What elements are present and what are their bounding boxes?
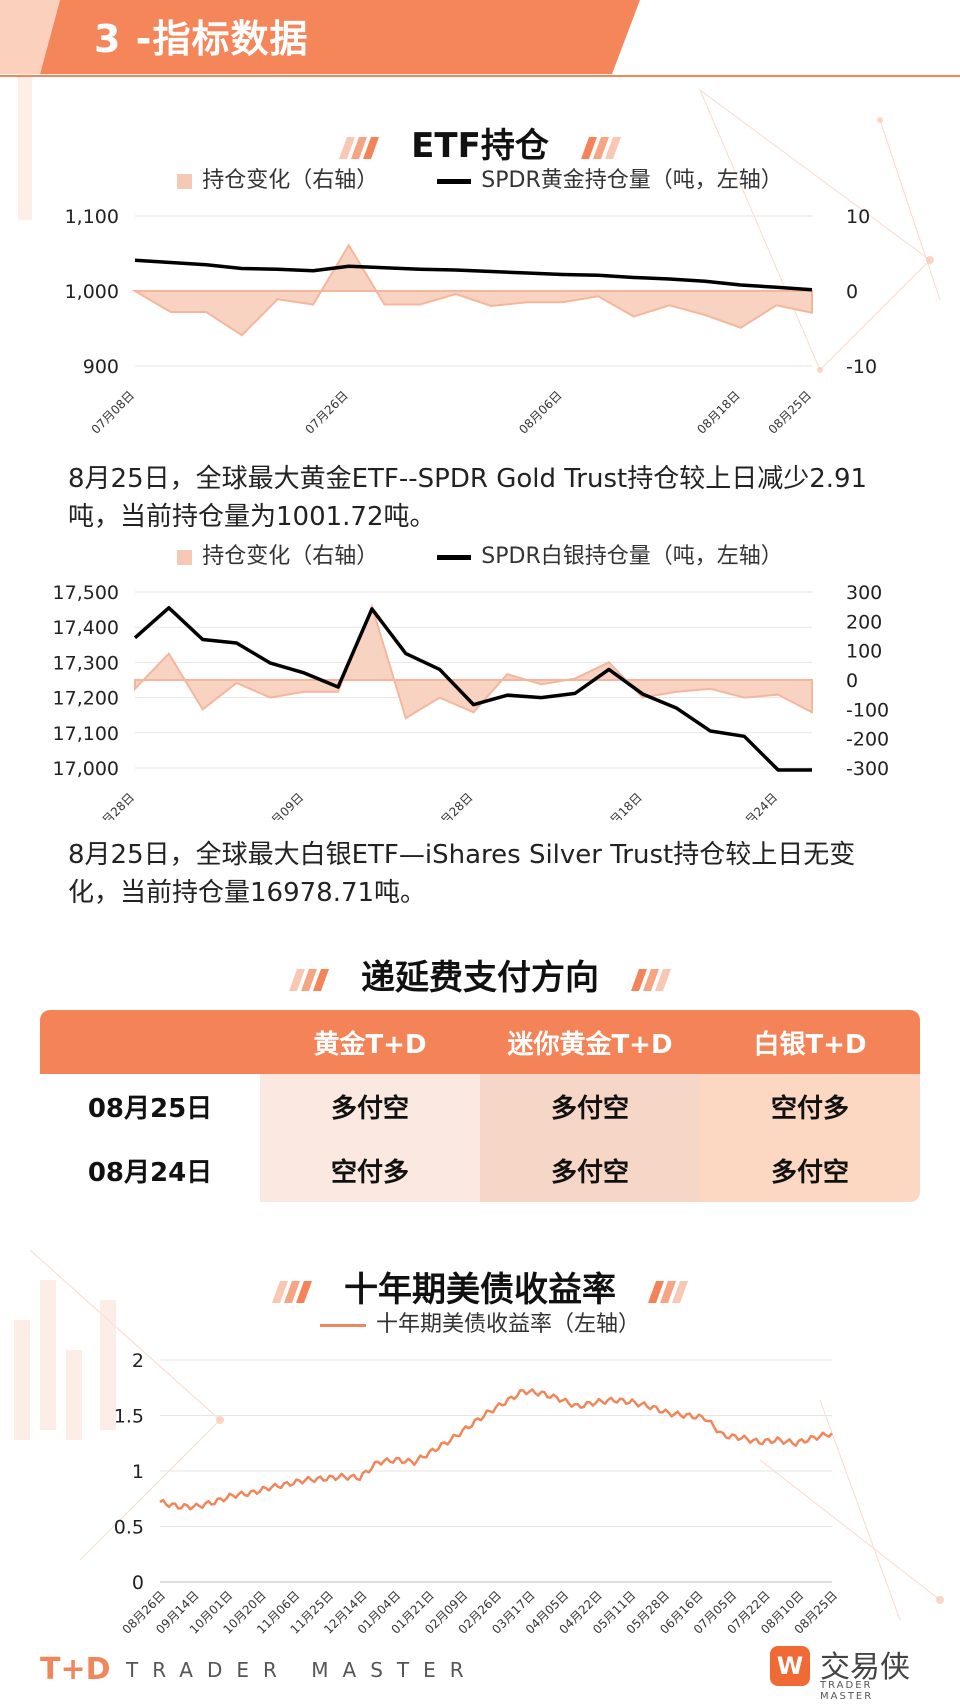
legend-swatch-line <box>319 1323 366 1327</box>
brand-name: 交易侠 <box>820 1650 910 1685</box>
table-cell: 空付多 <box>700 1074 920 1138</box>
x-tick-label: 07月26日 <box>302 388 350 436</box>
series-change-area <box>131 243 813 337</box>
series-yield-line <box>159 1388 833 1511</box>
x-tick-label: 07月28日 <box>427 790 475 820</box>
legend-label: SPDR黄金持仓量（吨，左轴） <box>481 168 783 193</box>
y-tick-left: 17,500 <box>53 582 119 604</box>
y-tick-left: 2 <box>132 1350 144 1372</box>
table-row: 08月25日 多付空 多付空 空付多 <box>40 1074 920 1138</box>
table-cell: 多付空 <box>260 1074 480 1138</box>
x-tick-label: 07月09日 <box>258 790 306 820</box>
x-tick-label: 08月18日 <box>596 790 644 820</box>
y-tick-left: 1,100 <box>65 206 119 228</box>
legend-item-holdings: SPDR黄金持仓量（吨，左轴） <box>437 162 783 194</box>
x-tick-label: 08月18日 <box>694 388 742 436</box>
decor-slash-left <box>289 960 330 1000</box>
legend-swatch-area <box>177 549 193 565</box>
section-title-bond: 十年期美债收益率 <box>0 1262 960 1312</box>
x-tick-label: 08月25日 <box>766 388 814 436</box>
y-tick-left: 1 <box>132 1461 144 1483</box>
legend-swatch-line <box>437 178 472 184</box>
y-tick-left: 17,200 <box>53 688 119 710</box>
section-title-etf: ETF持仓 <box>0 118 960 168</box>
x-tick-label: 07月08日 <box>89 388 137 436</box>
y-tick-right: -10 <box>846 356 877 378</box>
y-tick-left: 17,400 <box>53 617 119 639</box>
us10y-yield-chart: 21.510.5008月26日09月14日10月01日10月20日11月06日1… <box>114 1350 840 1636</box>
brand-icon: W <box>770 1646 810 1686</box>
gold-legend: 持仓变化（右轴） SPDR黄金持仓量（吨，左轴） <box>0 162 960 194</box>
series-change-area <box>134 603 813 720</box>
y-tick-right: 0 <box>846 281 858 303</box>
x-tick-label: 08月06日 <box>516 388 564 436</box>
header-band <box>0 0 960 77</box>
y-tick-right: 300 <box>846 582 882 604</box>
table-date-cell: 08月25日 <box>40 1074 260 1138</box>
series-holdings-line <box>133 606 812 772</box>
y-tick-left: 17,000 <box>53 758 119 780</box>
table-date-cell: 08月24日 <box>40 1138 260 1202</box>
gold-etf-chart: 1,100 1,000 900 10 0 -10 07月08日 07月26日 08月06日 08月… <box>65 206 877 437</box>
legend-label: SPDR白银持仓量（吨，左轴） <box>481 544 783 569</box>
table-header-row: 黄金T+D 迷你黄金T+D 白银T+D <box>40 1010 920 1074</box>
y-tick-left: 17,100 <box>53 723 119 745</box>
table-cell: 多付空 <box>480 1138 700 1202</box>
table-cell: 空付多 <box>260 1138 480 1202</box>
table-row: 08月24日 空付多 多付空 多付空 <box>40 1138 920 1202</box>
y-tick-right: -300 <box>846 758 889 780</box>
x-tick-label: 06月28日 <box>89 790 137 820</box>
y-tick-left: 17,300 <box>53 652 119 674</box>
footer-tagline: TRADER MASTER <box>126 1658 478 1682</box>
series-holdings-line <box>134 258 813 292</box>
section-title-etf-text: ETF持仓 <box>411 126 549 166</box>
y-tick-left: 1,000 <box>65 281 119 303</box>
section-title-deferred-fee: 递延费支付方向 <box>0 950 960 1000</box>
brand-logo: W 交易侠 TRADER MASTER <box>770 1640 930 1702</box>
legend-label: 十年期美债收益率（左轴） <box>375 1312 640 1337</box>
section-title-deferred-fee-text: 递延费支付方向 <box>361 958 599 998</box>
footer-logo: T+D <box>40 1652 111 1687</box>
brand-subtitle: TRADER MASTER <box>820 1680 874 1702</box>
legend-label: 持仓变化（右轴） <box>202 168 379 193</box>
y-tick-left: 0.5 <box>114 1517 144 1539</box>
y-tick-right: 0 <box>846 670 858 692</box>
table-header-cell: 黄金T+D <box>313 1029 427 1060</box>
legend-label: 持仓变化（右轴） <box>202 544 379 569</box>
y-tick-left: 900 <box>83 356 119 378</box>
y-tick-right: -200 <box>846 729 889 751</box>
bond-legend: 十年期美债收益率（左轴） <box>0 1306 960 1338</box>
legend-item-yield: 十年期美债收益率（左轴） <box>319 1306 640 1338</box>
x-tick-label: 08月24日 <box>732 790 780 820</box>
table-cell: 多付空 <box>480 1074 700 1138</box>
legend-swatch-area <box>177 173 193 189</box>
y-tick-left: 0 <box>132 1572 144 1594</box>
silver-legend: 持仓变化（右轴） SPDR白银持仓量（吨，左轴） <box>0 538 960 570</box>
y-tick-left: 1.5 <box>114 1406 144 1428</box>
legend-item-change: 持仓变化（右轴） <box>177 538 378 570</box>
silver-note: 8月25日，全球最大白银ETF—iShares Silver Trust持仓较上… <box>68 840 856 908</box>
y-tick-right: 200 <box>846 611 882 633</box>
legend-item-change: 持仓变化（右轴） <box>177 162 378 194</box>
table-header-cell: 白银T+D <box>753 1029 867 1060</box>
page-title: 3 -指标数据 <box>94 17 309 61</box>
y-tick-right: -100 <box>846 699 889 721</box>
deferred-fee-table: 黄金T+D 迷你黄金T+D 白银T+D 08月25日 多付空 多付空 空付多 0… <box>40 1010 920 1202</box>
gold-note: 8月25日，全球最大黄金ETF--SPDR Gold Trust持仓较上日减少2… <box>68 464 868 532</box>
decor-slash-right <box>630 960 671 1000</box>
table-cell: 多付空 <box>700 1138 920 1202</box>
y-tick-right: 100 <box>846 641 882 663</box>
y-tick-right: 10 <box>846 206 870 228</box>
legend-item-holdings: SPDR白银持仓量（吨，左轴） <box>437 538 783 570</box>
table-header-cell <box>40 1010 260 1074</box>
section-title-bond-text: 十年期美债收益率 <box>344 1270 616 1310</box>
table-header-cell: 迷你黄金T+D <box>507 1029 673 1060</box>
legend-swatch-line <box>437 554 472 560</box>
silver-etf-chart: 17,500 17,400 17,300 17,200 17,100 17,000 300 2… <box>53 582 890 820</box>
